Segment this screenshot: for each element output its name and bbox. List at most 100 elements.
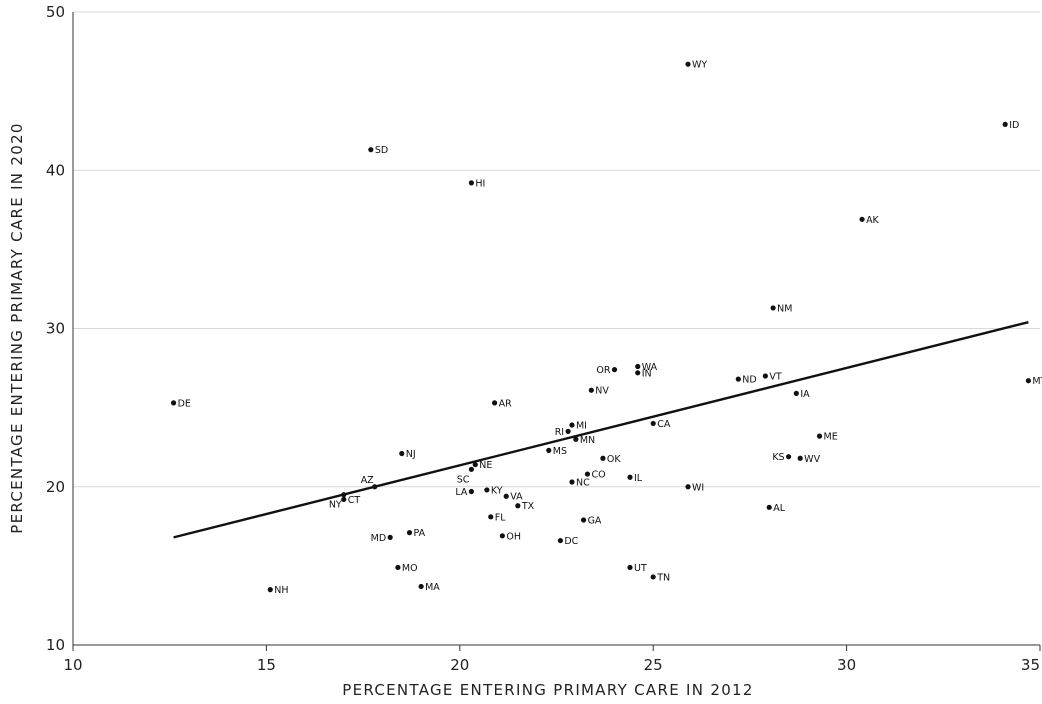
point-label-nh: NH — [274, 585, 288, 596]
y-tick-label-40: 40 — [46, 161, 65, 179]
point-in — [635, 370, 641, 376]
point-wa — [635, 363, 641, 370]
point-ut — [627, 564, 633, 571]
point-label-wy: WY — [692, 60, 707, 71]
x-tick-label-10: 10 — [63, 656, 82, 674]
point-label-or: OR — [596, 365, 610, 376]
point-label-ar: AR — [499, 398, 512, 409]
x-tick-label-25: 25 — [644, 656, 663, 674]
point-label-co: CO — [591, 470, 605, 481]
point-nh — [267, 587, 273, 593]
point-ct — [341, 496, 347, 503]
point-ma — [418, 583, 424, 590]
point-label-nj: NJ — [406, 449, 416, 460]
point-label-fl: FL — [495, 512, 506, 523]
point-label-ma: MA — [425, 582, 440, 593]
point-label-ak: AK — [866, 215, 879, 226]
point-label-nm: NM — [777, 303, 792, 314]
point-ga — [580, 517, 587, 523]
x-tick-label-15: 15 — [257, 656, 276, 674]
point-co — [584, 471, 591, 477]
trendline-line — [173, 321, 1029, 539]
point-label-pa: PA — [414, 528, 426, 539]
point-tx — [515, 503, 521, 509]
x-axis-title: PERCENTAGE ENTERING PRIMARY CARE IN 2012 — [342, 681, 754, 699]
y-tick-label-50: 50 — [46, 3, 65, 21]
point-label-wi: WI — [692, 482, 704, 493]
point-label-in: IN — [642, 368, 652, 379]
point-tn — [650, 574, 656, 580]
point-wv — [797, 455, 803, 461]
point-label-me: ME — [824, 432, 838, 443]
trendline — [173, 321, 1029, 539]
point-label-ny: NY — [329, 500, 342, 511]
point-label-id: ID — [1009, 120, 1019, 131]
point-nd — [735, 376, 741, 382]
point-la — [468, 488, 475, 495]
point-label-dc: DC — [564, 536, 578, 547]
point-label-nc: NC — [576, 478, 590, 489]
x-tick-label-35: 35 — [1021, 656, 1040, 674]
point-oh — [499, 533, 505, 539]
point-dc — [557, 537, 563, 544]
point-label-ky: KY — [491, 485, 503, 496]
point-nm — [770, 305, 776, 311]
point-ia — [793, 390, 799, 396]
point-label-mt: MT — [1032, 376, 1042, 387]
data-points: WY ID SD HI AK NM WA OR IN VT ND MT NV IA DE AR CA MI RI ME… — [170, 60, 1042, 596]
point-label-wv: WV — [804, 454, 820, 465]
point-label-tn: TN — [656, 572, 670, 583]
point-ne — [472, 461, 478, 468]
point-label-ne: NE — [479, 460, 492, 471]
point-label-nd: ND — [742, 375, 756, 386]
point-or — [611, 367, 618, 373]
point-label-la: LA — [455, 487, 468, 498]
point-ri — [565, 428, 571, 434]
point-label-va: VA — [510, 492, 523, 503]
point-me — [816, 433, 823, 439]
point-label-mn: MN — [580, 435, 595, 446]
point-label-ia: IA — [800, 389, 810, 400]
point-ak — [859, 216, 865, 222]
y-tick-label-30: 30 — [46, 320, 65, 338]
point-mo — [395, 564, 401, 571]
point-mn — [573, 436, 579, 442]
point-label-ct: CT — [348, 495, 361, 506]
point-nv — [588, 387, 594, 393]
point-fl — [488, 514, 494, 520]
point-label-ut: UT — [634, 563, 647, 574]
axes: 10 20 30 40 50 10 15 20 25 30 35 — [46, 3, 1041, 674]
point-va — [503, 493, 509, 499]
point-ny — [341, 492, 347, 498]
point-label-ga: GA — [588, 515, 602, 526]
point-ks — [785, 454, 792, 460]
point-ms — [546, 447, 552, 453]
point-pa — [406, 530, 413, 536]
point-ky — [484, 487, 490, 493]
point-label-al: AL — [773, 503, 785, 514]
point-label-ca: CA — [657, 419, 671, 430]
point-md — [387, 534, 393, 540]
point-nj — [399, 450, 405, 457]
point-al — [766, 504, 772, 510]
point-label-ri: RI — [555, 427, 564, 438]
point-label-tx: TX — [521, 501, 535, 512]
point-label-de: DE — [178, 398, 191, 409]
point-az — [372, 484, 378, 490]
gridlines — [73, 11, 1040, 488]
point-sc — [468, 466, 475, 472]
point-label-az: AZ — [361, 475, 374, 486]
point-label-sc: SC — [457, 474, 470, 485]
point-label-mo: MO — [402, 563, 418, 574]
point-label-ks: KS — [772, 452, 784, 463]
point-ok — [600, 455, 606, 461]
point-label-il: IL — [634, 473, 643, 484]
point-ca — [650, 420, 656, 427]
point-de — [170, 400, 177, 406]
point-mt — [1025, 378, 1031, 384]
point-label-hi: HI — [475, 178, 485, 189]
point-wy — [685, 61, 691, 67]
x-tick-label-20: 20 — [450, 656, 469, 674]
point-label-vt: VT — [769, 371, 781, 382]
